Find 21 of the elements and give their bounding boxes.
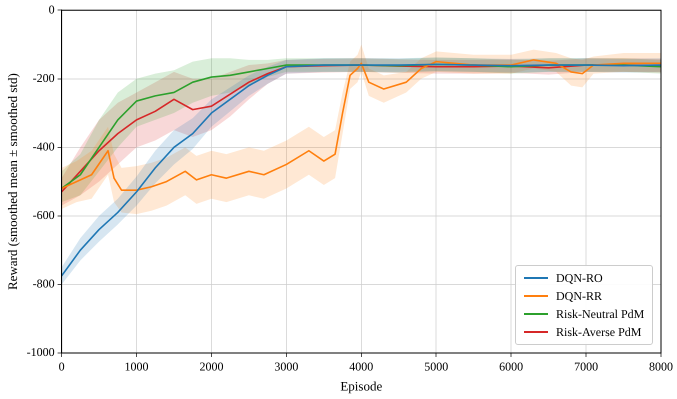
x-tick-label: 8000 <box>649 359 673 374</box>
x-tick-label: 0 <box>58 359 65 374</box>
y-tick-label: 0 <box>48 2 55 16</box>
x-tick-label: 6000 <box>499 359 524 374</box>
y-tick-label: -800 <box>32 276 55 291</box>
y-axis-title: Reward (smoothed mean ± smoothed std) <box>5 73 20 290</box>
x-tick-label: 3000 <box>274 359 298 374</box>
legend-label: DQN-RO <box>556 270 603 286</box>
legend-label: Risk-Averse PdM <box>556 324 642 340</box>
legend-label: DQN-RR <box>556 288 602 304</box>
x-axis-title: Episode <box>340 378 382 394</box>
x-tick-label: 7000 <box>574 359 598 374</box>
x-tick-label: 4000 <box>349 359 374 374</box>
y-tick-label: -1000 <box>26 345 55 360</box>
x-tick-label: 1000 <box>124 359 149 374</box>
y-tick-label: -400 <box>32 139 55 154</box>
legend-label: Risk-Neutral PdM <box>556 306 644 322</box>
y-tick-label: -600 <box>32 208 55 222</box>
x-tick-label: 2000 <box>199 359 224 374</box>
y-tick-label: -200 <box>32 70 55 85</box>
x-tick-label: 5000 <box>424 359 448 374</box>
